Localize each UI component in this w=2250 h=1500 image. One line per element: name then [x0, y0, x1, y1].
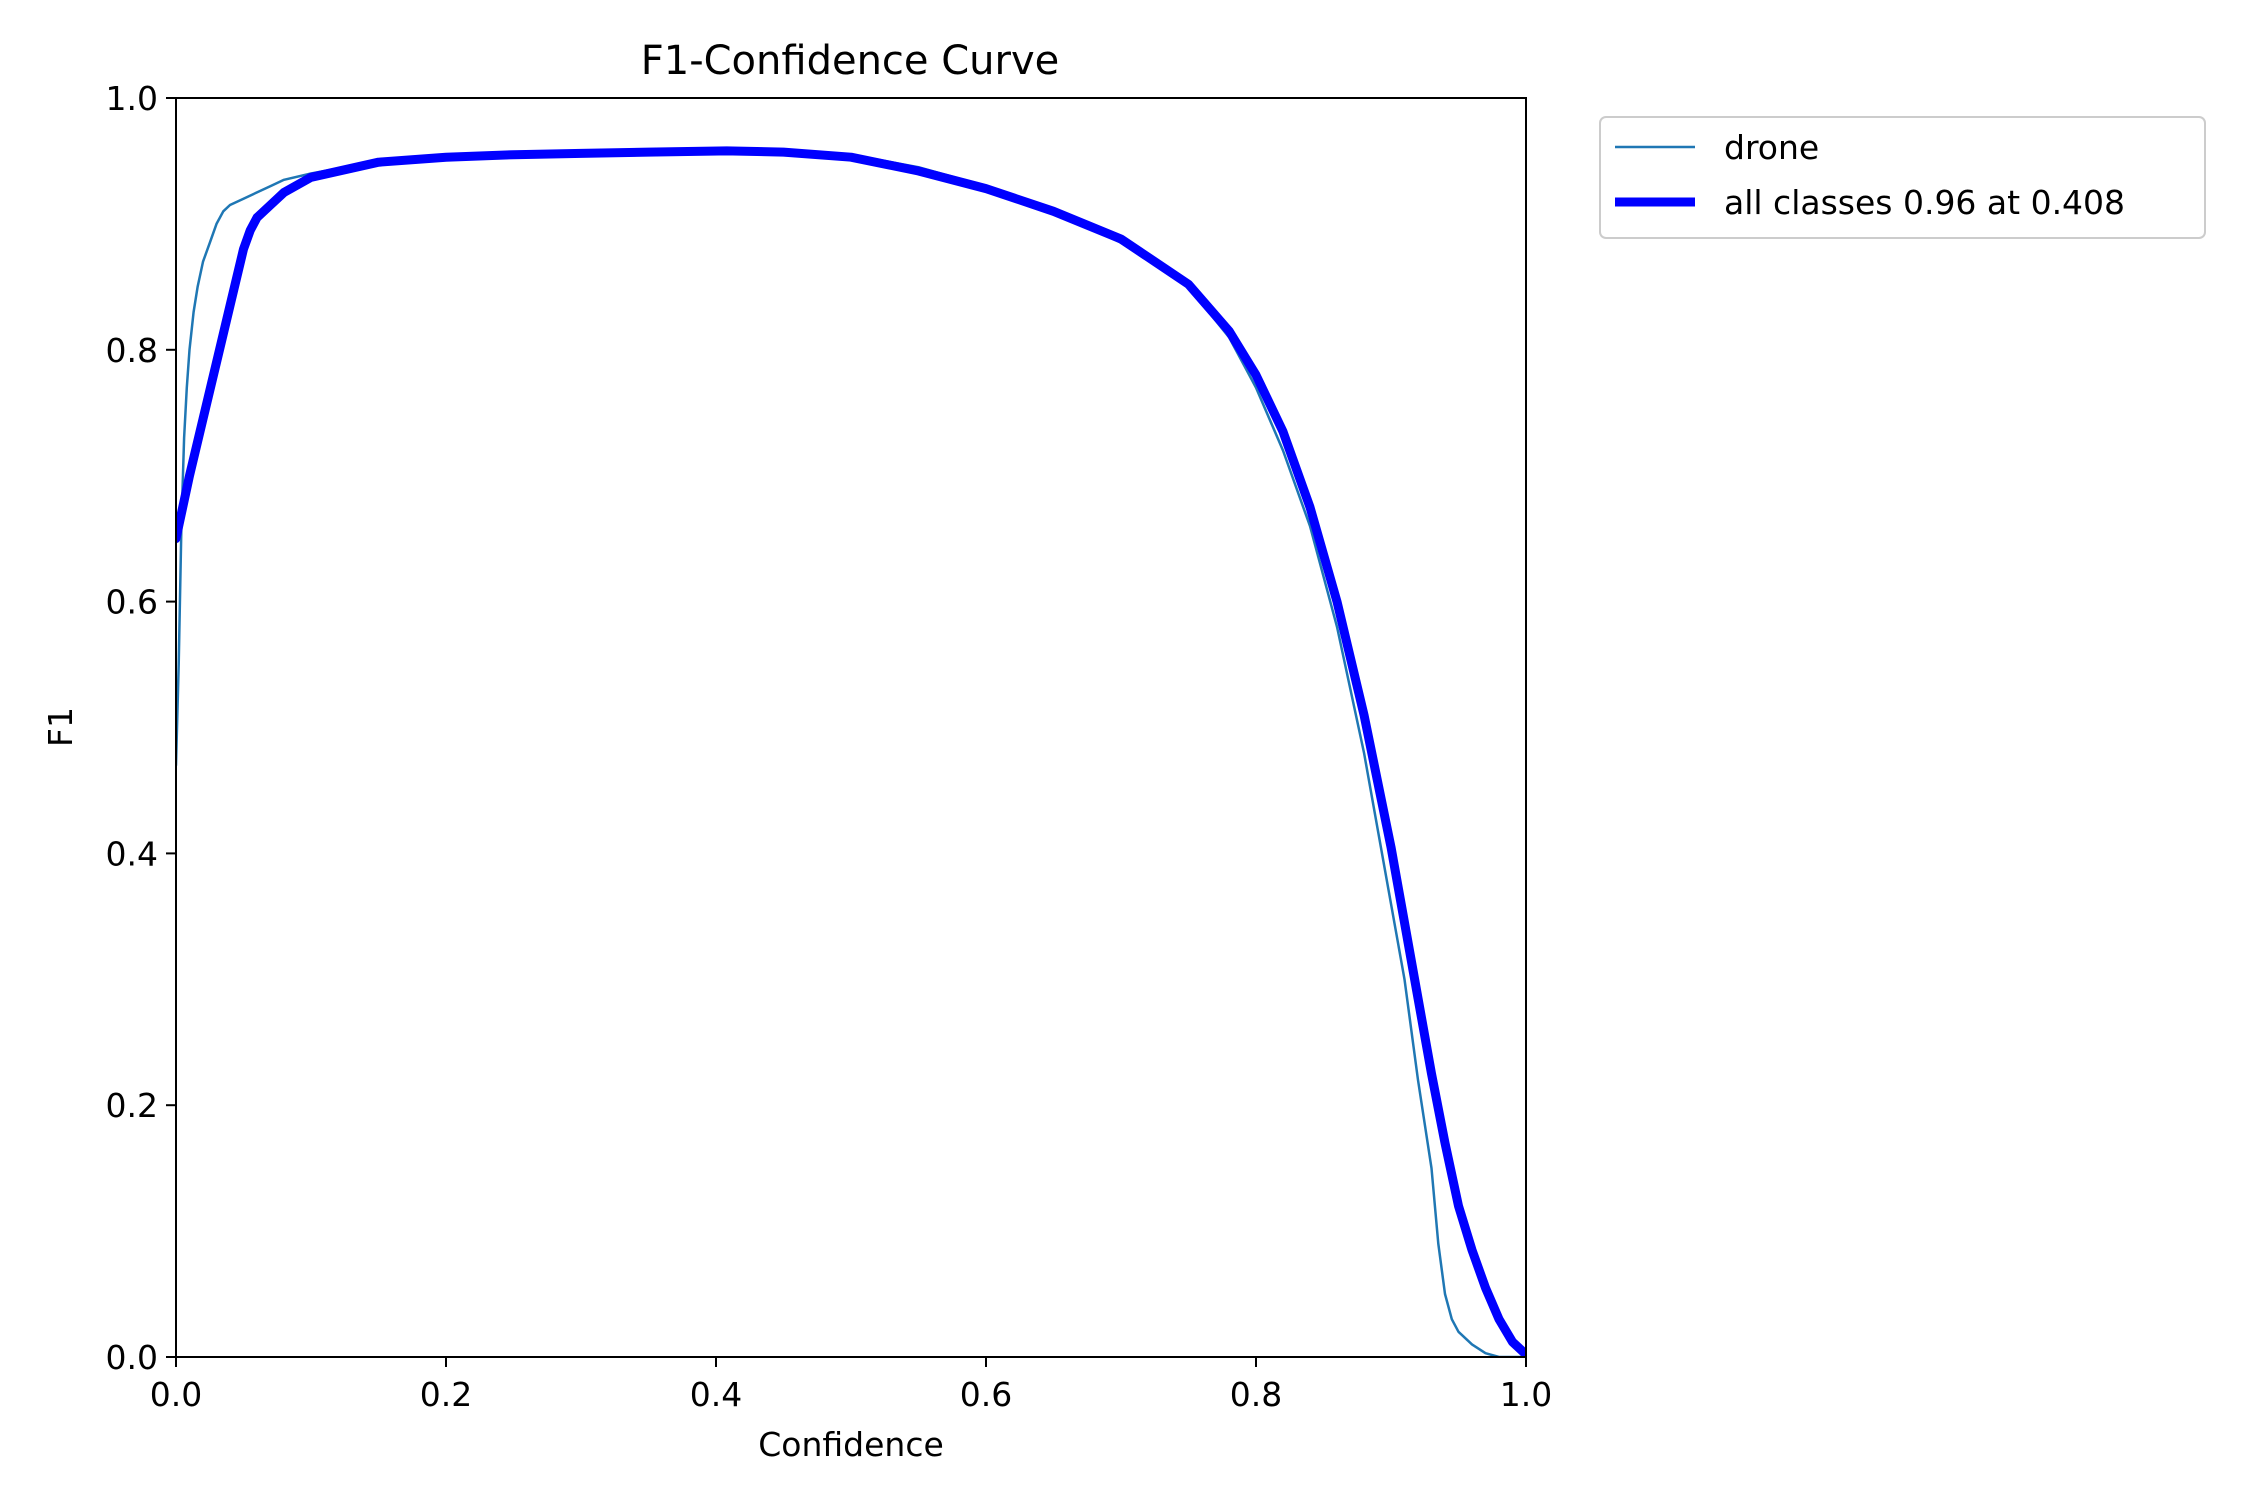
y-tick-label: 0.6	[106, 583, 158, 622]
y-tick-label: 0.0	[106, 1338, 158, 1377]
plot-frame	[175, 97, 1527, 1358]
legend-label-drone: drone	[1724, 128, 1819, 167]
y-axis-label: F1	[41, 707, 80, 747]
y-tick-label: 0.2	[106, 1086, 158, 1125]
y-tick-label: 1.0	[106, 79, 158, 118]
x-axis-label: Confidence	[758, 1425, 944, 1464]
chart-title: F1-Confidence Curve	[641, 38, 1060, 84]
x-tick-label: 0.4	[690, 1375, 742, 1414]
legend-frame	[1599, 116, 2206, 239]
series-layer	[176, 146, 1526, 1357]
x-tick-label: 0.2	[420, 1375, 472, 1414]
x-tick-label: 0.6	[960, 1375, 1012, 1414]
y-axis-ticks: 0.0 0.2 0.4 0.6 0.8 1.0	[106, 79, 176, 1377]
series-line-1	[176, 146, 1526, 1357]
x-axis-ticks: 0.0 0.2 0.4 0.6 0.8 1.0	[150, 1357, 1552, 1414]
legend: drone all classes 0.96 at 0.408	[1599, 116, 2206, 239]
legend-label-all-classes: all classes 0.96 at 0.408	[1724, 183, 2125, 222]
x-tick-label: 1.0	[1500, 1375, 1552, 1414]
x-tick-label: 0.0	[150, 1375, 202, 1414]
plot-area	[175, 97, 1527, 1358]
y-tick-label: 0.4	[106, 834, 158, 873]
x-tick-label: 0.8	[1230, 1375, 1282, 1414]
y-tick-label: 0.8	[106, 331, 158, 370]
